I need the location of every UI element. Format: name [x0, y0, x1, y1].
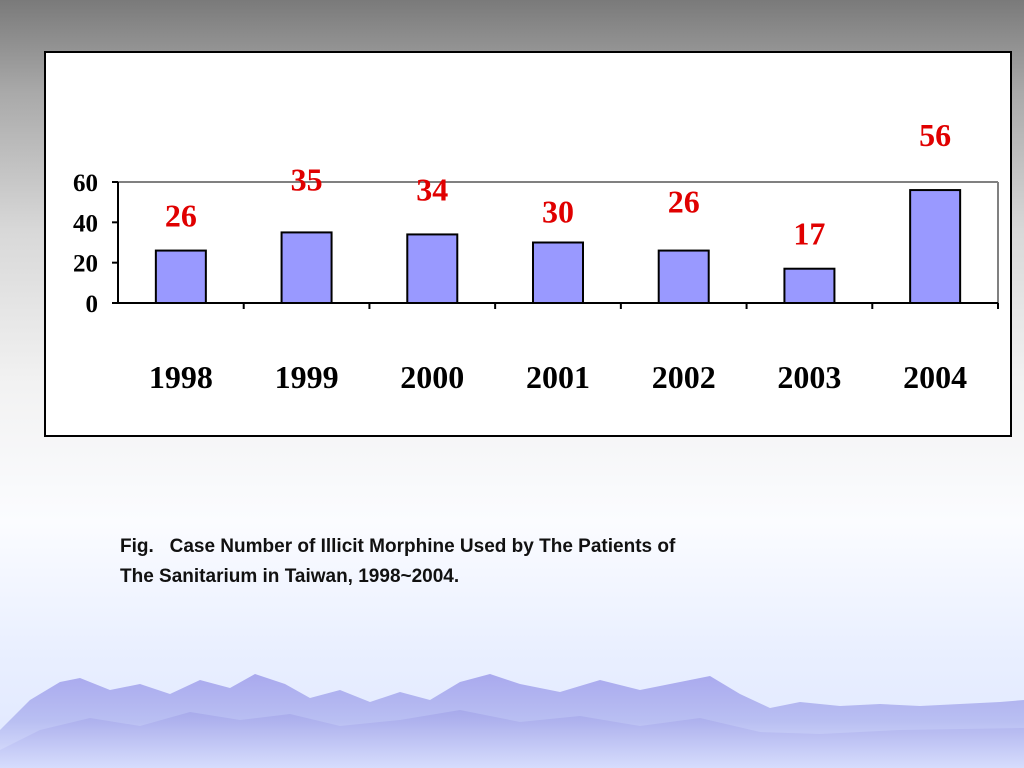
- data-label-2003: 17: [793, 216, 825, 252]
- bar-1999: [280, 231, 333, 305]
- data-label-2000: 34: [416, 171, 448, 207]
- caption-line-1: Fig. Case Number of Illicit Morphine Use…: [120, 536, 676, 557]
- mountain-range-decoration: [0, 674, 1024, 768]
- bar-1998: [154, 249, 207, 304]
- data-label-2002: 26: [668, 184, 700, 220]
- bar-2004: [909, 189, 962, 304]
- bar-2002: [657, 249, 710, 304]
- bar-2001: [532, 241, 584, 304]
- data-label-2001: 30: [542, 194, 574, 230]
- y-tick-label: 40: [73, 210, 98, 237]
- figure-caption: Fig. Case Number of Illicit Morphine Use…: [120, 532, 920, 592]
- data-label-2004: 56: [919, 117, 951, 153]
- x-tick-label-2002: 2002: [652, 359, 716, 395]
- x-tick-label-2000: 2000: [400, 359, 464, 395]
- chart-panel: 0 20 40 60 26 1998 35 1999 34 2000 30 2001 26 2002 17 2…: [44, 51, 1012, 437]
- bar-chart: 0 20 40 60 26 1998 35 1999 34 2000 30 2001 26 2002 17 2…: [73, 117, 999, 395]
- x-tick-label-2004: 2004: [903, 359, 967, 395]
- y-tick-label: 60: [73, 170, 98, 197]
- x-tick-label-1998: 1998: [149, 359, 213, 395]
- y-tick-label: 0: [86, 291, 99, 318]
- data-label-1999: 35: [291, 161, 323, 197]
- x-tick-label-1999: 1999: [275, 359, 339, 395]
- x-tick-label-2001: 2001: [526, 359, 590, 395]
- bar-2003: [783, 267, 836, 304]
- bar-2000: [406, 233, 459, 304]
- caption-line-2: The Sanitarium in Taiwan, 1998~2004.: [120, 566, 460, 587]
- data-label-1998: 26: [165, 198, 197, 234]
- x-tick-label-2003: 2003: [777, 359, 841, 395]
- y-tick-label: 20: [73, 251, 98, 278]
